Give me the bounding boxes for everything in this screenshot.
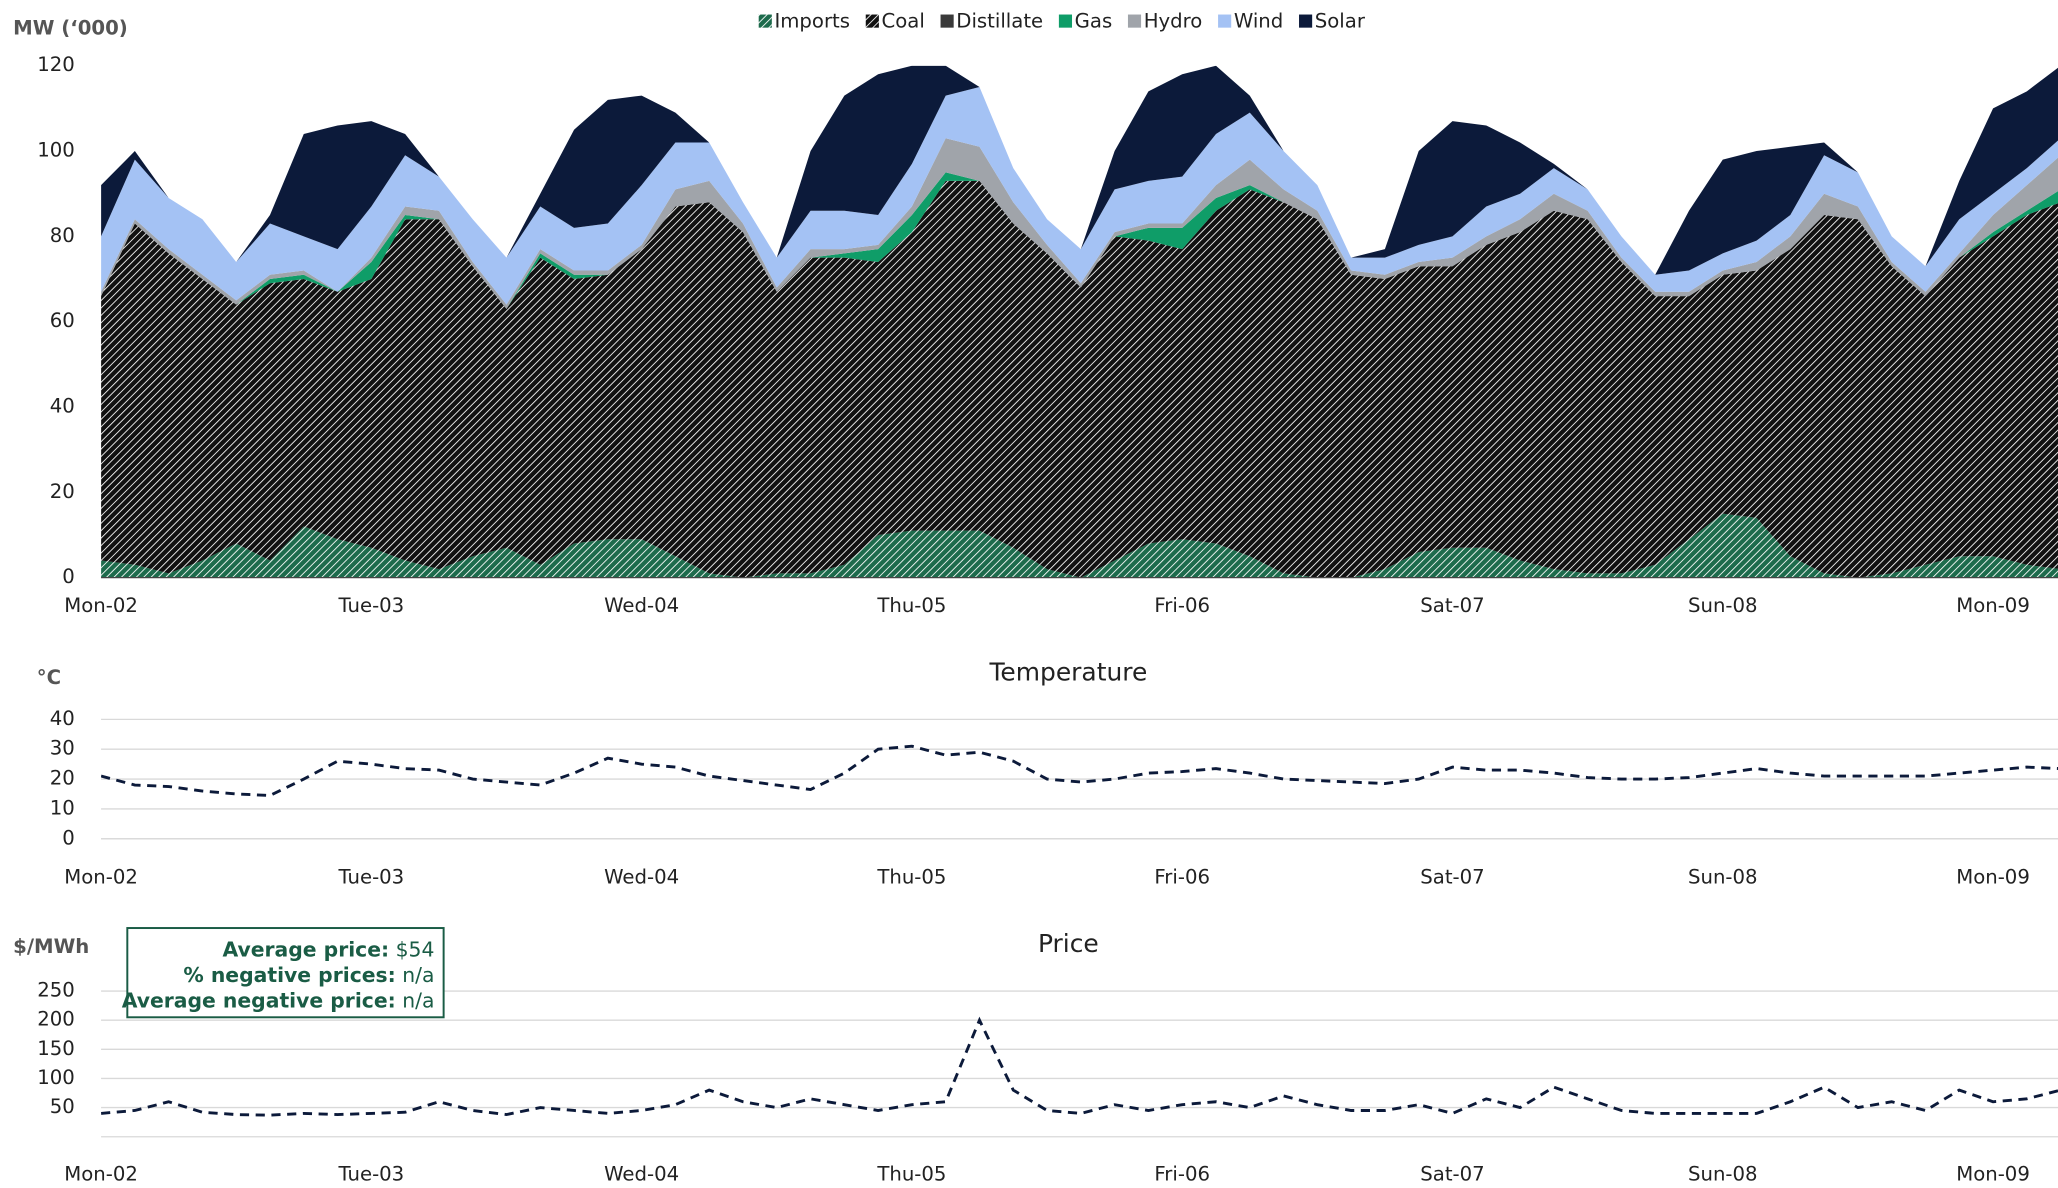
y-tick-label: 40 xyxy=(50,707,75,730)
legend-label: Coal xyxy=(881,9,924,32)
legend-label: Gas xyxy=(1075,9,1113,32)
legend-label: Solar xyxy=(1315,9,1366,32)
y-tick-label: 40 xyxy=(50,394,75,417)
area-6 xyxy=(101,65,2058,275)
panel: $/MWh Price 50 100 150 200 250 Mon-02 Tue-03 Wed-… xyxy=(13,927,2058,1185)
x-tick-label: Tue-03 xyxy=(337,866,404,889)
annotation-box xyxy=(126,927,445,1019)
annotation-label: % negative prices: xyxy=(183,963,395,987)
legend-swatch xyxy=(1218,14,1232,28)
annotation: % negative prices: n/a xyxy=(183,963,434,987)
y-tick-label: 100 xyxy=(37,1066,75,1089)
y-tick-label: 200 xyxy=(37,1008,75,1031)
line xyxy=(101,1016,2058,1117)
y-tick-label: 0 xyxy=(62,565,75,588)
x-tick-label: Sun-08 xyxy=(1688,1162,1758,1185)
y-tick-label: 50 xyxy=(50,1095,75,1118)
legend-swatch xyxy=(940,14,954,28)
x-tick-label: Mon-09 xyxy=(1956,866,2030,889)
x-tick-label: Wed-04 xyxy=(604,866,679,889)
y-tick-label: 150 xyxy=(37,1037,75,1060)
x-tick-label: Thu-05 xyxy=(876,1162,946,1185)
x-tick-label: Fri-06 xyxy=(1154,594,1210,617)
y-tick-label: 250 xyxy=(37,979,75,1002)
line xyxy=(101,744,2058,797)
annotation: Average price: $54 xyxy=(222,937,434,961)
x-tick-label: Sat-07 xyxy=(1420,866,1484,889)
legend-label: Wind xyxy=(1234,9,1283,32)
y-tick-label: 10 xyxy=(50,796,75,819)
x-tick-label: Mon-09 xyxy=(1956,594,2030,617)
area-1 xyxy=(101,180,2058,578)
y-axis-label: $/MWh xyxy=(13,935,89,958)
y-tick-label: 100 xyxy=(37,139,75,162)
x-tick-label: Mon-02 xyxy=(64,594,138,617)
y-axis-label: °C xyxy=(37,666,61,689)
legend-swatch xyxy=(758,14,772,28)
y-tick-label: 120 xyxy=(37,53,75,76)
x-tick-label: Mon-02 xyxy=(64,866,138,889)
legend-swatch xyxy=(1127,14,1142,28)
x-tick-label: Thu-05 xyxy=(876,866,946,889)
y-tick-label: 20 xyxy=(50,480,75,503)
y-tick-label: 80 xyxy=(50,224,75,247)
legend-label: Distillate xyxy=(956,9,1043,32)
legend-swatch xyxy=(1058,14,1073,28)
x-tick-label: Fri-06 xyxy=(1154,1162,1210,1185)
panel: MW (‘000) 0 20 40 60 80 100 120 Mon-02 Tue-03 Wed-… xyxy=(13,9,2058,617)
chart-title: Price xyxy=(1038,929,1099,958)
x-tick-label: Wed-04 xyxy=(604,1162,679,1185)
annotation-value: $54 xyxy=(396,937,435,961)
annotation-label: Average negative price: xyxy=(122,989,396,1013)
x-tick-label: Thu-05 xyxy=(876,594,946,617)
y-tick-label: 30 xyxy=(50,737,75,760)
annotation-label: Average price: xyxy=(222,937,389,961)
x-tick-label: Sat-07 xyxy=(1420,1162,1484,1185)
x-tick-label: Sun-08 xyxy=(1688,594,1758,617)
annotation-value: n/a xyxy=(402,989,434,1013)
x-tick-label: Sat-07 xyxy=(1420,594,1484,617)
area-0 xyxy=(101,513,2058,578)
x-tick-label: Fri-06 xyxy=(1154,866,1210,889)
legend: Imports Coal Distillate Gas Hydro Wind Solar xyxy=(758,9,1366,32)
legend-swatch xyxy=(865,14,879,28)
panel: °C Temperature 0 10 20 30 40 Mon-02 Tue-03 Wed-04… xyxy=(37,657,2058,889)
legend-label: Imports xyxy=(774,9,850,32)
x-tick-label: Sun-08 xyxy=(1688,866,1758,889)
area-5 xyxy=(101,87,2058,305)
legend-swatch xyxy=(1299,14,1313,28)
annotation-value: n/a xyxy=(402,963,434,987)
y-tick-label: 60 xyxy=(50,309,75,332)
annotation: Average negative price: n/a xyxy=(122,989,435,1013)
y-axis-label: MW (‘000) xyxy=(13,16,128,39)
areas xyxy=(101,65,2058,578)
y-tick-label: 0 xyxy=(62,826,75,849)
chart-title: Temperature xyxy=(988,657,1147,686)
x-tick-label: Wed-04 xyxy=(604,594,679,617)
legend-label: Hydro xyxy=(1144,9,1203,32)
x-tick-label: Tue-03 xyxy=(337,594,404,617)
x-tick-label: Tue-03 xyxy=(337,1162,404,1185)
x-tick-label: Mon-02 xyxy=(64,1162,138,1185)
x-tick-label: Mon-09 xyxy=(1956,1162,2030,1185)
y-tick-label: 20 xyxy=(50,767,75,790)
